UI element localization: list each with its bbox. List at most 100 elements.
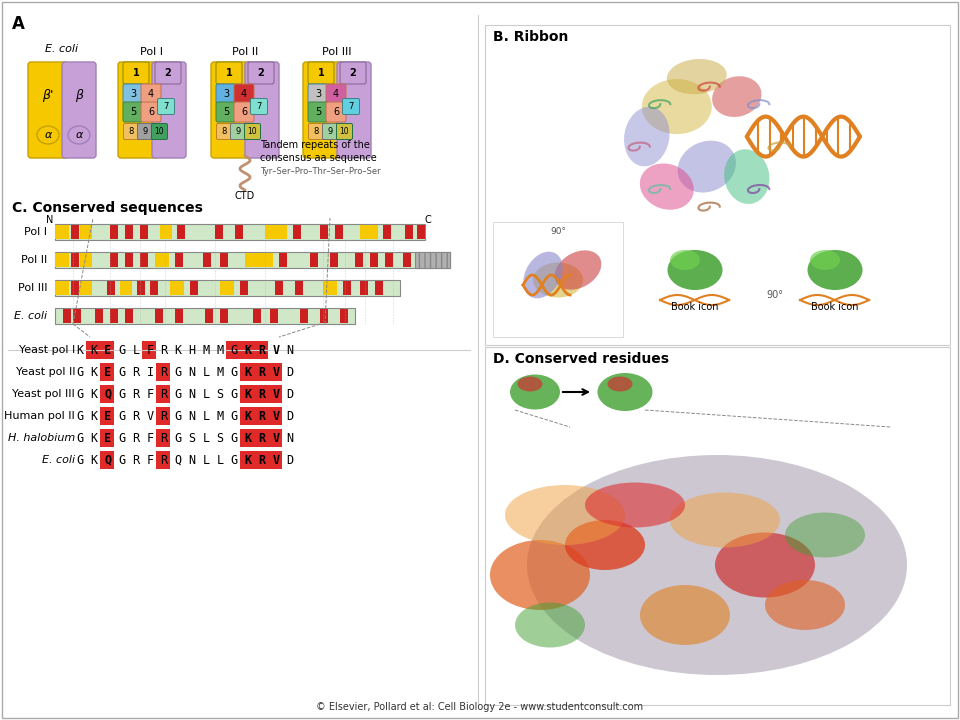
- FancyBboxPatch shape: [245, 124, 260, 140]
- FancyBboxPatch shape: [308, 84, 328, 104]
- Text: G: G: [230, 454, 237, 467]
- Ellipse shape: [640, 585, 730, 645]
- Bar: [160, 225, 172, 239]
- Bar: [340, 309, 348, 323]
- Ellipse shape: [678, 140, 736, 192]
- Bar: [71, 225, 79, 239]
- Bar: [240, 407, 254, 425]
- Bar: [100, 407, 114, 425]
- Bar: [142, 341, 156, 359]
- Bar: [383, 225, 391, 239]
- FancyBboxPatch shape: [152, 62, 186, 158]
- Text: R: R: [258, 431, 266, 444]
- Text: Pol III: Pol III: [323, 47, 351, 57]
- Ellipse shape: [585, 482, 685, 528]
- Text: consensus aa sequence: consensus aa sequence: [260, 153, 376, 163]
- Bar: [120, 281, 132, 295]
- FancyBboxPatch shape: [137, 124, 154, 140]
- Text: R: R: [160, 387, 168, 400]
- Bar: [417, 225, 425, 239]
- FancyBboxPatch shape: [308, 124, 324, 140]
- Text: 6: 6: [148, 107, 154, 117]
- Text: E. coli: E. coli: [45, 44, 79, 54]
- Bar: [156, 429, 170, 447]
- Bar: [177, 225, 185, 239]
- Text: © Elsevier, Pollard et al: Cell Biology 2e - www.studentconsult.com: © Elsevier, Pollard et al: Cell Biology …: [317, 702, 643, 712]
- Bar: [295, 281, 303, 295]
- Text: 10: 10: [155, 127, 164, 136]
- Text: 7: 7: [163, 102, 169, 111]
- FancyBboxPatch shape: [337, 62, 371, 158]
- Text: R: R: [132, 431, 139, 444]
- Bar: [55, 224, 425, 240]
- Bar: [268, 385, 282, 403]
- Text: 7: 7: [348, 102, 353, 111]
- Text: 5: 5: [315, 107, 322, 117]
- FancyBboxPatch shape: [118, 62, 158, 158]
- Text: G: G: [118, 454, 126, 467]
- Bar: [360, 225, 378, 239]
- Bar: [405, 225, 413, 239]
- Bar: [86, 341, 100, 359]
- Bar: [55, 281, 69, 295]
- Text: F: F: [147, 454, 154, 467]
- Ellipse shape: [712, 76, 761, 117]
- Bar: [150, 281, 158, 295]
- Text: C. Conserved sequences: C. Conserved sequences: [12, 201, 203, 215]
- Text: K: K: [90, 387, 98, 400]
- Text: C: C: [424, 215, 431, 225]
- Text: L: L: [203, 366, 209, 379]
- Text: G: G: [77, 431, 84, 444]
- Text: V: V: [273, 431, 279, 444]
- Text: N: N: [286, 431, 294, 444]
- Ellipse shape: [517, 377, 542, 392]
- Text: 3: 3: [130, 89, 136, 99]
- Text: R: R: [160, 343, 168, 356]
- Bar: [100, 451, 114, 469]
- Bar: [156, 451, 170, 469]
- Text: L: L: [203, 454, 209, 467]
- Bar: [80, 281, 92, 295]
- FancyBboxPatch shape: [326, 102, 346, 122]
- Text: A: A: [12, 15, 25, 33]
- Bar: [254, 429, 268, 447]
- FancyBboxPatch shape: [230, 124, 247, 140]
- Text: G: G: [230, 387, 237, 400]
- Text: L: L: [216, 454, 224, 467]
- Text: 7: 7: [256, 102, 262, 111]
- Bar: [140, 225, 148, 239]
- Bar: [254, 451, 268, 469]
- Text: 6: 6: [333, 107, 339, 117]
- Text: Yeast pol III: Yeast pol III: [12, 389, 75, 399]
- Text: 90°: 90°: [550, 227, 566, 236]
- Bar: [100, 385, 114, 403]
- Text: 2: 2: [164, 68, 172, 78]
- Text: D: D: [286, 366, 294, 379]
- FancyBboxPatch shape: [124, 124, 139, 140]
- Text: Pol I: Pol I: [24, 227, 47, 237]
- Bar: [125, 309, 133, 323]
- FancyBboxPatch shape: [155, 62, 181, 84]
- Text: E: E: [105, 343, 111, 356]
- FancyBboxPatch shape: [216, 84, 236, 104]
- Text: K: K: [245, 431, 252, 444]
- Ellipse shape: [667, 250, 723, 290]
- Text: K: K: [90, 343, 98, 356]
- Bar: [156, 385, 170, 403]
- Bar: [254, 385, 268, 403]
- Bar: [293, 225, 301, 239]
- Text: N: N: [188, 410, 196, 423]
- Bar: [370, 253, 378, 267]
- Bar: [205, 309, 213, 323]
- Bar: [175, 309, 183, 323]
- Text: E: E: [105, 410, 111, 423]
- Bar: [107, 281, 115, 295]
- Text: D: D: [286, 410, 294, 423]
- Text: G: G: [77, 410, 84, 423]
- Text: 6: 6: [241, 107, 247, 117]
- Text: K: K: [90, 431, 98, 444]
- Bar: [343, 281, 351, 295]
- Bar: [155, 309, 163, 323]
- FancyBboxPatch shape: [234, 84, 254, 104]
- Text: F: F: [147, 387, 154, 400]
